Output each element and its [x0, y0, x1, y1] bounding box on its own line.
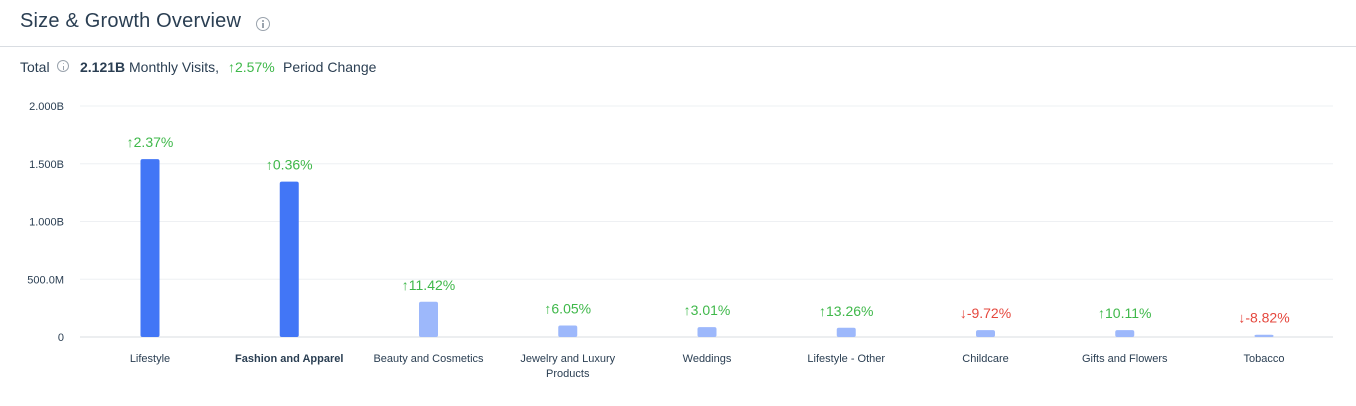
y-tick-label: 500.0M	[27, 274, 64, 286]
growth-label: ↑6.05%	[544, 300, 591, 316]
y-tick-label: 0	[58, 332, 64, 344]
x-tick-label: Jewelry and Luxury	[520, 353, 615, 365]
y-tick-label: 2.000B	[29, 101, 64, 113]
x-tick-label: Weddings	[683, 353, 732, 365]
period-change-label: Period Change	[283, 59, 377, 75]
bar-childcare	[976, 330, 995, 337]
x-tick-label: Fashion and Apparel	[235, 353, 343, 365]
growth-label: ↑2.37%	[127, 134, 174, 150]
x-tick-label: Products	[546, 368, 590, 380]
bar-beauty-and-cosmetics	[419, 301, 438, 337]
bar-lifestyle-other	[836, 327, 856, 337]
chart-header: Size & Growth Overview	[0, 0, 1356, 47]
total-info-icon[interactable]	[57, 60, 69, 72]
x-tick-label: Lifestyle	[130, 353, 170, 365]
total-value: 2.121B	[80, 59, 126, 75]
x-tick-label: Lifestyle - Other	[807, 353, 885, 365]
x-tick-label: Gifts and Flowers	[1082, 353, 1168, 365]
y-tick-label: 1.500B	[29, 159, 64, 171]
period-change-value: ↑2.57%	[228, 59, 275, 75]
y-tick-label: 1.000B	[29, 217, 64, 229]
bar-lifestyle	[140, 159, 160, 337]
growth-label: ↑3.01%	[684, 302, 731, 318]
x-tick-label: Tobacco	[1244, 353, 1285, 365]
visits-label: Monthly Visits,	[129, 59, 219, 75]
x-tick-label: Beauty and Cosmetics	[373, 353, 484, 365]
page-title: Size & Growth Overview	[20, 10, 242, 32]
total-label: Total	[20, 59, 50, 75]
x-tick-label: Childcare	[962, 353, 1008, 365]
bar-jewelry-and-luxury-products	[558, 325, 578, 337]
growth-label: ↑13.26%	[819, 303, 873, 319]
bar-tobacco	[1254, 334, 1274, 337]
bar-gifts-and-flowers	[1115, 330, 1135, 337]
bar-weddings	[697, 327, 717, 337]
growth-label: ↑10.11%	[1098, 305, 1151, 321]
growth-label: ↑11.42%	[402, 277, 455, 293]
growth-label: ↓-8.82%	[1238, 310, 1289, 326]
info-icon[interactable]	[256, 17, 270, 31]
bar-fashion-and-apparel	[279, 181, 299, 337]
growth-label: ↓-9.72%	[960, 305, 1011, 321]
growth-label: ↑0.36%	[266, 157, 313, 173]
